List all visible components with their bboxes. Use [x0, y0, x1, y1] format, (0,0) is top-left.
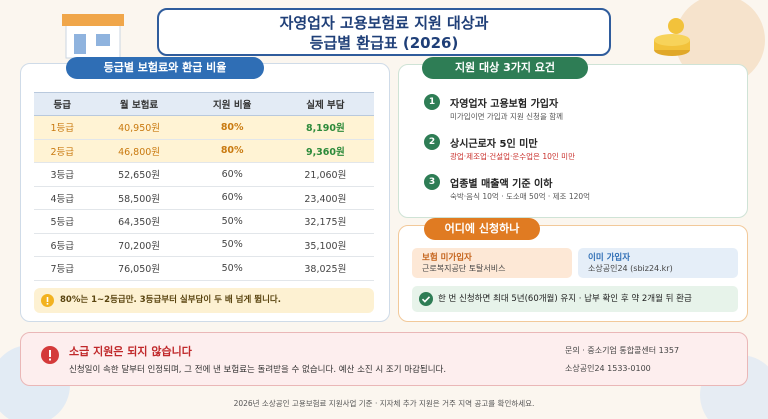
contact: 소상공인24 1533-0100 [565, 364, 651, 373]
note-text: 80%는 1~2등급만. 3등급부터 실부담이 두 배 넘게 뜁니다. [60, 295, 281, 305]
table-row: 2등급 46,800원 80% 9,360원 [34, 139, 374, 163]
note-text: 한 번 신청하면 최대 5년(60개월) 유지 · 납부 확인 후 약 2개월 … [438, 294, 692, 304]
panel-heading: 지원 대상 3가지 요건 [422, 57, 588, 79]
table-cell: 50% [187, 233, 277, 257]
table-note: 80%는 1~2등급만. 3등급부터 실부담이 두 배 넘게 뜁니다. [34, 288, 374, 313]
table-cell: 60% [187, 186, 277, 210]
item-title: 자영업자 고용보험 가입자 [450, 99, 559, 110]
item-title: 상시근로자 5인 미만 [450, 139, 538, 150]
option-title: 이미 가입자 [588, 253, 631, 263]
table-cell: 8,190원 [276, 115, 374, 140]
option-box: 이미 가입자 소상공인24 (sbiz24.kr) [578, 248, 738, 278]
title-box: 자영업자 고용보험료 지원 대상과 등급별 환급표 (2026) [157, 8, 611, 56]
alert-icon [41, 346, 59, 364]
table-cell: 5등급 [34, 209, 91, 234]
table-row: 4등급 58,500원 60% 23,400원 [34, 186, 374, 210]
table-cell: 46,800원 [90, 139, 188, 163]
item-detail: 숙박·음식 10억 · 도소매 50억 · 제조 120억 [450, 192, 591, 201]
table-cell: 35,100원 [276, 233, 374, 257]
column-header: 지원 비율 [187, 92, 277, 116]
column-header: 등급 [34, 92, 91, 116]
alert-body: 신청일이 속한 달부터 인정되며, 그 전에 낸 보험료는 돌려받을 수 없습니… [69, 365, 447, 375]
panel-heading: 등급별 보험료와 환급 비율 [66, 57, 264, 79]
alert-box: 소급 지원은 되지 않습니다 신청일이 속한 달부터 인정되며, 그 전에 낸 … [20, 332, 748, 386]
title-line: 등급별 환급표 (2026) [309, 34, 459, 52]
option-box: 보험 미가입자 근로복지공단 토탈서비스 [412, 248, 572, 278]
table-cell: 50% [187, 209, 277, 234]
table-row: 5등급 64,350원 50% 32,175원 [34, 209, 374, 234]
item-title: 업종별 매출액 기준 이하 [450, 179, 553, 190]
apply-note: 한 번 신청하면 최대 5년(60개월) 유지 · 납부 확인 후 약 2개월 … [412, 286, 738, 312]
warn-icon [41, 294, 54, 307]
item-number: 2 [424, 134, 440, 150]
table-cell: 32,175원 [276, 209, 374, 234]
table-cell: 6등급 [34, 233, 91, 257]
title-line: 자영업자 고용보험료 지원 대상과 [279, 14, 489, 32]
table-cell: 40,950원 [90, 115, 188, 140]
table-cell: 76,050원 [90, 256, 188, 281]
footer: 2026년 소상공인 고용보험료 지원사업 기준 · 지자체 추가 지원은 거주… [233, 399, 535, 408]
table-row: 1등급 40,950원 80% 8,190원 [34, 115, 374, 140]
table-cell: 23,400원 [276, 186, 374, 210]
table-row: 6등급 70,200원 50% 35,100원 [34, 233, 374, 257]
table-cell: 9,360원 [276, 139, 374, 163]
table-cell: 58,500원 [90, 186, 188, 210]
alert-title: 소급 지원은 되지 않습니다 [69, 345, 192, 358]
item-detail: 미가입이면 가입과 지원 신청을 함께 [450, 112, 564, 121]
item-detail: 광업·제조업·건설업·운수업은 10인 미만 [450, 152, 575, 161]
table-cell: 2등급 [34, 139, 91, 163]
table-cell: 80% [187, 115, 277, 140]
option-detail: 소상공인24 (sbiz24.kr) [588, 264, 673, 273]
item-number: 3 [424, 174, 440, 190]
table-cell: 38,025원 [276, 256, 374, 281]
item-number: 1 [424, 94, 440, 110]
column-header: 실제 부담 [276, 92, 374, 116]
table-cell: 50% [187, 256, 277, 281]
header-row: 등급 월 보험료 지원 비율 실제 부담 [34, 92, 374, 116]
table-cell: 70,200원 [90, 233, 188, 257]
table-cell: 52,650원 [90, 162, 188, 187]
option-detail: 근로복지공단 토탈서비스 [422, 264, 506, 273]
table-cell: 21,060원 [276, 162, 374, 187]
table-cell: 60% [187, 162, 277, 187]
panel-heading: 어디에 신청하나 [424, 218, 540, 240]
table-cell: 1등급 [34, 115, 91, 140]
check-icon [419, 292, 433, 306]
rate-table: 등급 월 보험료 지원 비율 실제 부담 1등급 40,950원 80% 8,190원 2등급… [34, 92, 374, 281]
table-row: 3등급 52,650원 60% 21,060원 [34, 162, 374, 187]
table-row: 7등급 76,050원 50% 38,025원 [34, 256, 374, 281]
column-header: 월 보험료 [90, 92, 188, 116]
table-cell: 4등급 [34, 186, 91, 210]
table-cell: 80% [187, 139, 277, 163]
table-cell: 64,350원 [90, 209, 188, 234]
contact: 문의 · 중소기업 통합콜센터 1357 [565, 346, 680, 355]
table-cell: 7등급 [34, 256, 91, 281]
option-title: 보험 미가입자 [422, 253, 472, 263]
table-cell: 3등급 [34, 162, 91, 187]
